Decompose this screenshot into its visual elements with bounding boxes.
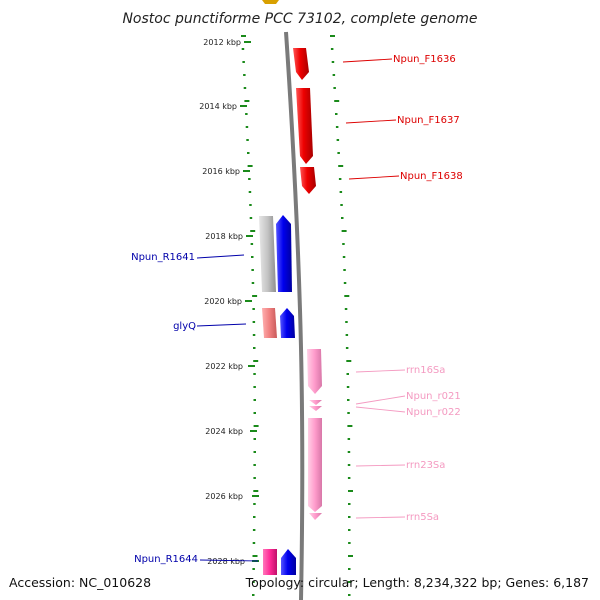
label-npun-r1644[interactable]: Npun_R1644 bbox=[134, 554, 198, 565]
tick-label-2028: 2028 kbp bbox=[207, 557, 245, 566]
leader-glyq bbox=[196, 323, 247, 327]
tick-2018: 2018 kbp bbox=[205, 232, 253, 241]
tick-marks: 2012 kbp 2014 kbp 2016 kbp 2018 kbp 2020… bbox=[199, 38, 259, 566]
label-rrn16sa[interactable]: rrn16Sa bbox=[406, 365, 445, 376]
map-title: Nostoc punctiforme PCC 73102, complete g… bbox=[122, 11, 477, 27]
feature-npun-f1638[interactable] bbox=[300, 167, 316, 194]
leader-npun-r1641 bbox=[196, 254, 245, 259]
leader-npun-f1638 bbox=[348, 175, 400, 180]
label-rrn23sa[interactable]: rrn23Sa bbox=[406, 460, 445, 471]
feature-rrn23sa[interactable] bbox=[308, 418, 322, 512]
label-npun-r1641[interactable]: Npun_R1641 bbox=[131, 252, 195, 263]
label-glyq[interactable]: glyQ bbox=[173, 321, 196, 332]
feature-pseudo-gray[interactable] bbox=[259, 216, 276, 292]
leader-rrn5sa bbox=[355, 516, 406, 519]
feature-npun-r1641[interactable] bbox=[276, 215, 292, 292]
tick-2012: 2012 kbp bbox=[203, 38, 251, 47]
tick-2016: 2016 kbp bbox=[202, 167, 250, 176]
feature-npun-r022[interactable] bbox=[309, 406, 322, 411]
feature-top-partial bbox=[262, 0, 279, 4]
tick-label-2022: 2022 kbp bbox=[205, 362, 243, 371]
leader-npun-f1636 bbox=[342, 58, 393, 63]
left-dotted-circle bbox=[241, 35, 259, 596]
tick-label-2026: 2026 kbp bbox=[205, 492, 243, 501]
tick-label-2024: 2024 kbp bbox=[205, 427, 243, 436]
tick-label-2014: 2014 kbp bbox=[199, 102, 237, 111]
tick-label-2018: 2018 kbp bbox=[205, 232, 243, 241]
tick-label-2020: 2020 kbp bbox=[204, 297, 242, 306]
label-npun-f1637[interactable]: Npun_F1637 bbox=[397, 115, 460, 126]
feature-rrn5sa[interactable] bbox=[309, 513, 322, 520]
genome-backbone bbox=[284, 31, 305, 600]
topology-text: Topology: circular; Length: 8,234,322 bp… bbox=[245, 575, 589, 590]
label-npun-f1638[interactable]: Npun_F1638 bbox=[400, 171, 463, 182]
tick-2024: 2024 kbp bbox=[205, 427, 257, 436]
feature-npun-f1637[interactable] bbox=[296, 88, 313, 164]
tick-2022: 2022 kbp bbox=[205, 362, 255, 371]
features bbox=[259, 48, 322, 575]
leader-npun-f1637 bbox=[345, 119, 397, 124]
label-rrn5sa[interactable]: rrn5Sa bbox=[406, 512, 439, 523]
tick-2026: 2026 kbp bbox=[205, 492, 259, 501]
leader-rrn16sa bbox=[355, 369, 406, 373]
label-npun-r021[interactable]: Npun_r021 bbox=[406, 391, 461, 402]
feature-npun-r1644[interactable] bbox=[281, 549, 296, 575]
leader-npun-r021 bbox=[355, 395, 406, 405]
right-dotted-circle bbox=[330, 35, 353, 596]
tick-2014: 2014 kbp bbox=[199, 102, 247, 111]
feature-npun-f1636[interactable] bbox=[293, 48, 309, 80]
feature-glyq[interactable] bbox=[280, 308, 295, 338]
tick-2028: 2028 kbp bbox=[207, 557, 259, 566]
leader-rrn23sa bbox=[355, 464, 406, 467]
feature-npun-r021[interactable] bbox=[309, 400, 322, 405]
leader-npun-r1644 bbox=[199, 559, 259, 562]
tick-label-2016: 2016 kbp bbox=[202, 167, 240, 176]
feature-rrn16sa[interactable] bbox=[307, 349, 322, 394]
tick-label-2012: 2012 kbp bbox=[203, 38, 241, 47]
leader-npun-r022 bbox=[355, 406, 406, 413]
accession-text: Accession: NC_010628 bbox=[9, 575, 152, 590]
feature-ncrna-magenta[interactable] bbox=[263, 549, 277, 575]
label-npun-f1636[interactable]: Npun_F1636 bbox=[393, 54, 456, 65]
label-npun-r022[interactable]: Npun_r022 bbox=[406, 407, 461, 418]
feature-trna-salmon[interactable] bbox=[262, 308, 277, 338]
tick-2020: 2020 kbp bbox=[204, 297, 252, 306]
gene-labels: Npun_F1636 Npun_F1637 Npun_F1638 Npun_R1… bbox=[131, 54, 463, 565]
